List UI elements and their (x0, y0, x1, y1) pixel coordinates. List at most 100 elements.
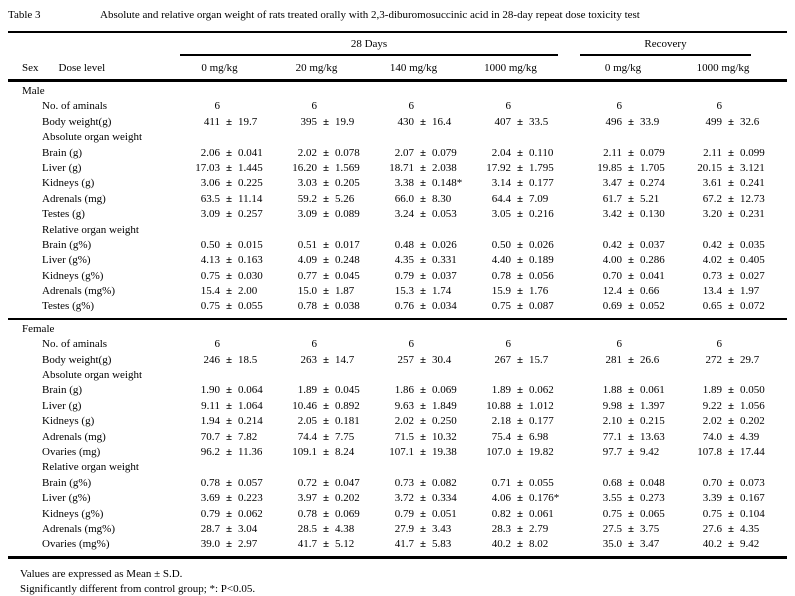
sd-value: 0.089 (335, 208, 360, 221)
column-gap (566, 476, 580, 491)
plus-minus-symbol: ± (727, 161, 735, 174)
data-cell: 28.3 ±2.79 (469, 522, 566, 537)
plus-minus-symbol: ± (322, 300, 330, 313)
data-cell: 0.69 ±0.052 (580, 299, 680, 314)
data-cell: 0.48 ±0.026 (372, 238, 469, 253)
data-cell: 64.4 ±7.09 (469, 192, 566, 207)
sd-value: 8.30 (432, 192, 452, 205)
data-cell: 4.06 ±0.176* (469, 491, 566, 506)
plus-minus-symbol: ± (727, 146, 735, 159)
mean-value: 4.02 (702, 254, 722, 267)
dose-header-28d-20mg: 20 mg/kg (295, 61, 338, 74)
table-caption: Table 3 Absolute and relative organ weig… (8, 6, 787, 22)
plus-minus-symbol: ± (516, 177, 524, 190)
sd-value: 6.98 (529, 430, 549, 443)
sd-value: 0.035 (740, 238, 765, 251)
plus-minus-symbol: ± (727, 285, 735, 298)
sd-value: 0.205 (335, 177, 360, 190)
sd-value: 12.73 (740, 192, 765, 205)
data-cell: 107.8 ±17.44 (680, 445, 780, 460)
mean-value: 67.2 (702, 192, 722, 205)
data-cell: 35.0 ±3.47 (580, 537, 680, 552)
column-gap (566, 146, 580, 161)
plus-minus-symbol: ± (727, 430, 735, 443)
plus-minus-symbol: ± (516, 146, 524, 159)
plus-minus-symbol: ± (516, 238, 524, 251)
data-cell (178, 130, 275, 145)
sd-value: 11.36 (238, 445, 263, 458)
plus-minus-symbol: ± (516, 445, 524, 458)
data-cell: 0.79 ±0.051 (372, 507, 469, 522)
data-cell: 0.78 ±0.056 (469, 269, 566, 284)
plus-minus-symbol: ± (627, 285, 635, 298)
data-cell: 0.82 ±0.061 (469, 507, 566, 522)
mean-value: 16.20 (292, 161, 317, 174)
plus-minus-symbol: ± (225, 115, 233, 128)
plus-minus-symbol: ± (225, 208, 233, 221)
row-label: Body weight(g) (42, 353, 112, 366)
table-row: Adrenals (mg) 70.7 ±7.82 74.4 ±7.75 71.5 ±10.3… (8, 430, 787, 445)
row-label: Adrenals (mg) (42, 192, 106, 205)
sd-value: 0.167 (740, 492, 765, 505)
mean-value: 0.78 (491, 269, 511, 282)
data-cell: 267 ±15.7 (469, 353, 566, 368)
plus-minus-symbol: ± (322, 430, 330, 443)
sd-value: 0.248 (335, 254, 360, 267)
sd-value: 19.38 (432, 445, 457, 458)
data-cell (680, 223, 780, 238)
plus-minus-symbol: ± (419, 353, 427, 366)
data-cell: 496 ±33.9 (580, 115, 680, 130)
column-gap (566, 491, 580, 506)
data-cell: 0.73 ±0.027 (680, 269, 780, 284)
row-label: No. of aminals (42, 100, 108, 113)
plus-minus-symbol: ± (627, 192, 635, 205)
sd-value: 19.7 (238, 115, 258, 128)
subheader-row: Absolute organ weight (8, 130, 787, 145)
mean-value: 3.61 (702, 177, 722, 190)
mean-value: 2.07 (394, 146, 414, 159)
column-group-28-days: 28 Days (180, 33, 558, 56)
sd-value: 3.47 (640, 538, 660, 551)
sd-value: 0.061 (640, 384, 665, 397)
mean-value: 74.0 (702, 430, 722, 443)
data-cell: 0.68 ±0.048 (580, 476, 680, 491)
data-cell (275, 368, 372, 383)
plus-minus-symbol: ± (322, 384, 330, 397)
row-label: Testes (g%) (42, 300, 95, 313)
sd-value: 0.110 (529, 146, 554, 159)
sd-value: 0.030 (238, 269, 263, 282)
row-label: Kidneys (g%) (42, 507, 104, 520)
data-cell: 27.5 ±3.75 (580, 522, 680, 537)
mean-value: 395 (300, 115, 318, 128)
plus-minus-symbol: ± (322, 146, 330, 159)
mean-value: 263 (300, 353, 318, 366)
data-cell: 17.92 ±1.795 (469, 161, 566, 176)
data-cell (580, 368, 680, 383)
sd-value: 9.42 (740, 538, 760, 551)
table-row: Testes (g) 3.09 ±0.257 3.09 ±0.089 3.24 ±0.053… (8, 207, 787, 222)
section-header-row: Female (8, 322, 787, 337)
plus-minus-symbol: ± (627, 177, 635, 190)
count-value: 6 (214, 338, 221, 351)
mean-value: 2.18 (491, 415, 511, 428)
row-label: Brain (g%) (42, 238, 92, 251)
sd-value: 0.274 (640, 177, 665, 190)
mean-value: 28.3 (491, 522, 511, 535)
plus-minus-symbol: ± (419, 492, 427, 505)
plus-minus-symbol: ± (225, 415, 233, 428)
plus-minus-symbol: ± (516, 269, 524, 282)
plus-minus-symbol: ± (627, 430, 635, 443)
plus-minus-symbol: ± (419, 430, 427, 443)
mean-value: 1.88 (602, 384, 622, 397)
data-cell: 0.75 ±0.104 (680, 507, 780, 522)
data-cell: 3.24 ±0.053 (372, 207, 469, 222)
dose-level-column-header: Dose level (58, 61, 106, 74)
header-label-cell: Sex Dose level (8, 62, 178, 74)
plus-minus-symbol: ± (727, 507, 735, 520)
data-cell: 2.02 ±0.250 (372, 414, 469, 429)
mean-value: 0.70 (602, 269, 622, 282)
sd-value: 0.130 (640, 208, 665, 221)
sd-value: 0.038 (335, 300, 360, 313)
plus-minus-symbol: ± (516, 208, 524, 221)
mean-value: 4.13 (200, 254, 220, 267)
